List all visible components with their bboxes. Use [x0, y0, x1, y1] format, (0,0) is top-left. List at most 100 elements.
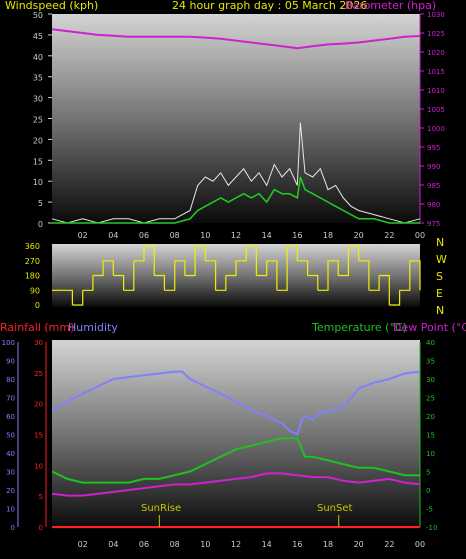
- direction-segment: [246, 245, 257, 276]
- direction-segment: [297, 260, 309, 276]
- direction-segment: [256, 260, 268, 277]
- barometer-tick-label: 995: [427, 144, 440, 152]
- wind-tick-label: 5: [38, 199, 43, 208]
- hour-tick-label-top: 20: [354, 231, 364, 240]
- temp-tick-label: -10: [426, 524, 437, 532]
- direction-segment: [113, 274, 125, 291]
- barometer-tick-label: 1025: [427, 30, 445, 38]
- direction-segment: [236, 246, 247, 262]
- direction-segment: [92, 260, 104, 277]
- temperature-axis-label: Temperature (°C): [311, 321, 407, 334]
- humidity-tick-label: 40: [6, 450, 15, 458]
- temp-tick-label: 30: [426, 376, 435, 384]
- direction-segment: [328, 260, 339, 276]
- rainfall-axis-label: Rainfall (mm): [0, 321, 74, 334]
- direction-segment: [266, 260, 278, 291]
- compass-label: S: [436, 270, 443, 283]
- hour-tick-label-bottom: 10: [200, 540, 210, 549]
- barometer-tick-label: 1005: [427, 106, 445, 114]
- rain-tick-label: 5: [39, 493, 43, 501]
- barometer-tick-label: 980: [427, 201, 440, 209]
- temp-chart-plot-area: [52, 340, 420, 529]
- compass-label: N: [436, 304, 444, 317]
- humidity-tick-label: 90: [6, 358, 15, 366]
- rain-tick-label: 10: [34, 462, 43, 470]
- humidity-tick-label: 30: [6, 469, 15, 477]
- temp-tick-label: 15: [426, 432, 435, 440]
- barometer-tick-label: 1020: [427, 49, 445, 57]
- direction-segment: [195, 245, 206, 261]
- direction-segment: [307, 274, 319, 291]
- direction-segment: [103, 260, 114, 276]
- wind-tick-label: 35: [33, 74, 43, 83]
- direction-segment: [133, 246, 145, 262]
- hour-tick-label-bottom: 20: [354, 540, 364, 549]
- hour-tick-label-top: 18: [323, 231, 333, 240]
- hour-tick-label-top: 16: [292, 231, 302, 240]
- temp-tick-label: 25: [426, 395, 435, 403]
- hour-tick-label-bottom: 14: [262, 540, 272, 549]
- direction-segment: [205, 260, 217, 291]
- barometer-tick-label: 985: [427, 182, 440, 190]
- sunrise-label: SunRise: [141, 503, 181, 514]
- barometer-tick-label: 1010: [427, 87, 445, 95]
- humidity-tick-label: 80: [6, 376, 15, 384]
- direction-tick-label: 0: [35, 301, 40, 310]
- hour-tick-label-top: 12: [231, 231, 241, 240]
- compass-label: W: [436, 253, 447, 266]
- rain-tick-label: 25: [34, 370, 43, 378]
- humidity-tick-label: 20: [6, 487, 15, 495]
- temp-tick-label: 35: [426, 358, 435, 366]
- direction-segment: [399, 260, 411, 291]
- rain-tick-label: 30: [34, 339, 43, 347]
- temp-tick-label: 5: [426, 469, 430, 477]
- direction-tick-label: 360: [25, 242, 40, 251]
- hour-tick-label-top: 04: [108, 231, 118, 240]
- humidity-axis-label: Humidity: [68, 321, 118, 334]
- wind-tick-label: 20: [33, 136, 43, 145]
- compass-label: E: [436, 287, 443, 300]
- wind-tick-label: 10: [33, 178, 43, 187]
- direction-segment: [144, 245, 155, 276]
- direction-segment: [338, 246, 349, 277]
- direction-segment: [389, 290, 401, 306]
- barometer-axis-label: Barometer (hpa): [345, 0, 436, 12]
- temp-tick-label: 40: [426, 339, 435, 347]
- humidity-tick-label: 10: [6, 506, 15, 514]
- hour-tick-label-bottom: 12: [231, 540, 241, 549]
- direction-segment: [82, 275, 94, 291]
- direction-segment: [174, 260, 186, 276]
- direction-segment: [154, 274, 165, 291]
- wind-tick-label: 45: [33, 32, 43, 41]
- direction-tick-label: 180: [25, 272, 40, 281]
- direction-segment: [225, 260, 237, 277]
- direction-segment: [379, 274, 390, 305]
- wind-tick-label: 50: [33, 11, 43, 20]
- barometer-tick-label: 1030: [427, 11, 445, 19]
- hour-tick-label-top: 10: [200, 231, 210, 240]
- hour-tick-label-top: 02: [78, 231, 88, 240]
- direction-segment: [358, 260, 370, 291]
- hour-tick-label-top: 06: [139, 231, 149, 240]
- wind-tick-label: 15: [33, 157, 43, 166]
- humidity-tick-label: 50: [6, 432, 15, 440]
- rain-tick-label: 20: [34, 401, 43, 409]
- hour-tick-label-top: 22: [384, 231, 394, 240]
- wind-chart-plot-area: [52, 14, 420, 223]
- humidity-tick-label: 60: [6, 413, 15, 421]
- compass-label: N: [436, 236, 444, 249]
- direction-tick-label: 270: [25, 257, 40, 266]
- temp-tick-label: 20: [426, 413, 435, 421]
- hour-tick-label-bottom: 04: [108, 540, 118, 549]
- temp-tick-label: 10: [426, 450, 435, 458]
- hour-tick-label-top: 14: [262, 231, 272, 240]
- hour-tick-label-bottom: 16: [292, 540, 302, 549]
- humidity-tick-label: 0: [11, 524, 15, 532]
- wind-tick-label: 0: [38, 220, 43, 229]
- temp-tick-label: 0: [426, 487, 430, 495]
- hour-tick-label-top: 08: [170, 231, 180, 240]
- barometer-tick-label: 1015: [427, 68, 445, 76]
- barometer-tick-label: 990: [427, 163, 440, 171]
